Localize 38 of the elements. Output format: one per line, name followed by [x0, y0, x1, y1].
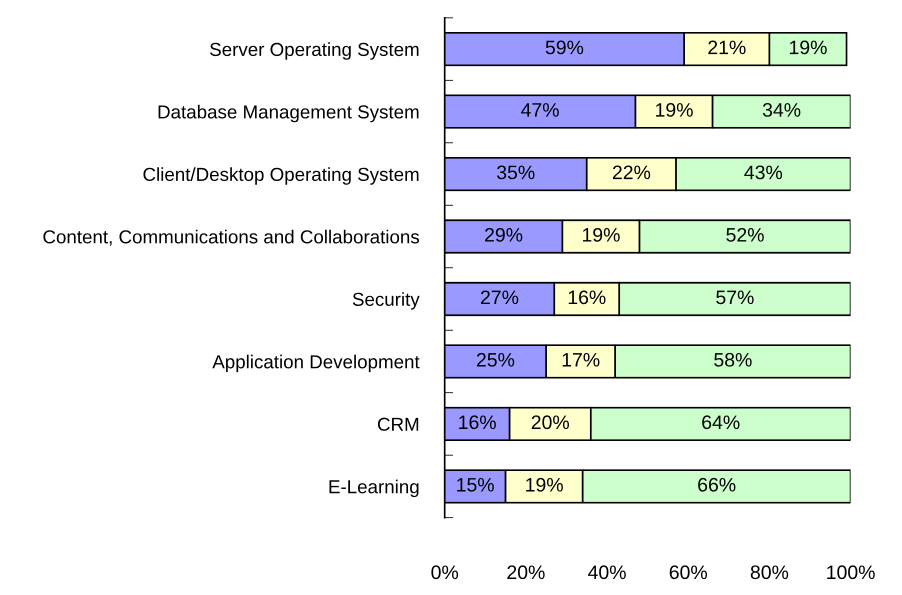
y-tick-label: Application Development	[212, 354, 420, 372]
data-label: 21%	[708, 40, 746, 54]
data-label: 19%	[526, 478, 563, 492]
y-tick-label: Content, Communications and Collaborations	[43, 230, 420, 246]
data-label: 59%	[546, 40, 584, 54]
data-label: 17%	[562, 353, 600, 367]
y-tick-label: CRM	[378, 418, 418, 431]
data-label: 25%	[476, 352, 514, 367]
y-tick-label: Database Management System	[158, 104, 418, 122]
x-tick-label: 40%	[588, 565, 626, 580]
y-tick-label: Security	[352, 292, 420, 310]
x-tick-label: 100%	[827, 565, 875, 580]
data-label: 22%	[612, 165, 650, 180]
data-label: 64%	[702, 415, 740, 430]
data-label: 29%	[485, 228, 522, 242]
y-tick-label: Server Operating System	[210, 42, 418, 60]
data-label: 16%	[568, 290, 606, 304]
data-label: 57%	[716, 290, 754, 304]
data-label: 66%	[698, 478, 736, 492]
data-label: 19%	[582, 228, 620, 242]
data-label: 15%	[457, 478, 494, 492]
data-label: 43%	[744, 165, 782, 180]
data-label: 47%	[521, 103, 559, 117]
data-label: 19%	[790, 40, 827, 54]
data-label: 52%	[726, 228, 764, 242]
y-tick-label: E-Learning	[330, 480, 418, 498]
data-label: 34%	[762, 103, 800, 117]
data-label: 19%	[656, 103, 693, 117]
data-label: 16%	[459, 415, 496, 430]
data-label: 20%	[532, 415, 569, 430]
data-label: 27%	[481, 290, 518, 304]
data-label: 35%	[497, 165, 534, 180]
x-tick-label: 60%	[670, 565, 707, 580]
data-label: 58%	[714, 352, 752, 367]
x-tick-label: 80%	[750, 565, 788, 580]
x-tick-label: 20%	[507, 565, 545, 580]
x-tick-label: 0%	[431, 565, 458, 580]
y-tick-label: Client/Desktop Operating System	[143, 167, 418, 185]
